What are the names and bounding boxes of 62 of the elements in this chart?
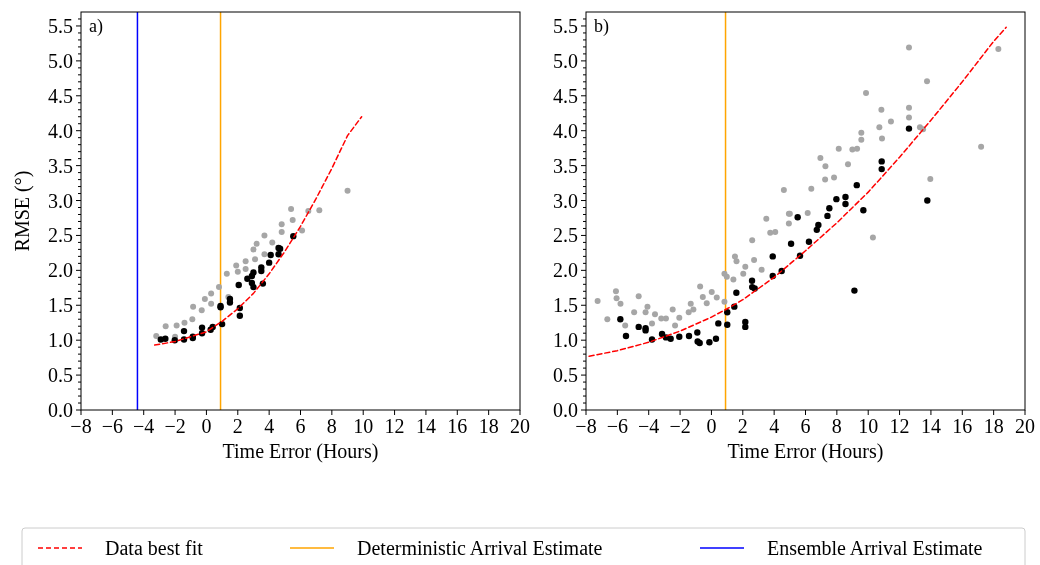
x-tick-label: 4 — [769, 415, 780, 437]
y-tick-label: 5.5 — [553, 14, 578, 37]
y-tick-label: 5.0 — [553, 49, 578, 72]
y-tick-label: 2.5 — [48, 224, 73, 247]
x-tick-label: −2 — [164, 415, 186, 437]
y-tick-label: 2.5 — [553, 224, 578, 247]
y-tick-label: 4.0 — [48, 119, 73, 142]
legend-label: Ensemble Arrival Estimate — [767, 537, 983, 559]
x-tick-label: 10 — [858, 415, 879, 437]
x-tick-label: −6 — [101, 415, 123, 437]
y-tick-label: 1.5 — [48, 294, 73, 317]
x-tick-label: 16 — [952, 415, 973, 437]
y-tick-label: 4.0 — [553, 119, 578, 142]
x-tick-label: 18 — [478, 415, 499, 437]
x-tick-label: 18 — [983, 415, 1004, 437]
y-tick-label: 1.5 — [553, 294, 578, 317]
y-tick-label: 2.0 — [48, 259, 73, 282]
x-tick-label: 6 — [800, 415, 811, 437]
x-tick-label: 14 — [415, 415, 436, 437]
x-tick-label: 0 — [706, 415, 717, 437]
x-tick-label: 0 — [201, 415, 212, 437]
y-tick-label: 4.5 — [48, 84, 73, 107]
legend-label: Deterministic Arrival Estimate — [357, 537, 603, 559]
x-axis-title: Time Error (Hours) — [222, 440, 379, 463]
y-tick-label: 2.0 — [553, 259, 578, 282]
x-tick-label: 14 — [920, 415, 941, 437]
x-tick-label: 12 — [889, 415, 910, 437]
y-tick-label: 5.5 — [48, 14, 73, 37]
chart-title: a) — [89, 16, 103, 37]
y-tick-label: 0.0 — [553, 399, 578, 421]
legend-label: Data best fit — [105, 537, 204, 559]
x-tick-label: 8 — [831, 415, 842, 437]
x-tick-label: 2 — [737, 415, 748, 437]
x-tick-label: −4 — [638, 415, 660, 437]
x-tick-label: 8 — [326, 415, 337, 437]
x-tick-label: 12 — [384, 415, 405, 437]
y-tick-label: 3.0 — [48, 189, 73, 212]
x-tick-label: −6 — [606, 415, 628, 437]
x-tick-label: 10 — [353, 415, 374, 437]
chart-title: b) — [594, 16, 609, 37]
x-tick-label: −4 — [133, 415, 155, 437]
x-tick-label: 20 — [510, 415, 530, 437]
y-tick-label: 3.0 — [553, 189, 578, 212]
x-tick-label: −8 — [575, 415, 597, 437]
y-tick-label: 5.0 — [48, 49, 73, 72]
y-tick-label: 0.5 — [48, 364, 73, 387]
x-tick-label: 16 — [447, 415, 468, 437]
y-tick-label: 1.0 — [48, 329, 73, 352]
x-tick-label: 4 — [264, 415, 275, 437]
x-tick-label: 6 — [295, 415, 306, 437]
x-tick-label: −2 — [669, 415, 691, 437]
y-tick-label: 0.0 — [48, 399, 73, 421]
x-tick-label: 2 — [232, 415, 243, 437]
x-tick-label: 20 — [1015, 415, 1035, 437]
y-tick-label: 0.5 — [553, 364, 578, 387]
y-tick-label: 4.5 — [553, 84, 578, 107]
y-tick-label: 1.0 — [553, 329, 578, 352]
x-axis-title: Time Error (Hours) — [727, 440, 884, 463]
y-tick-label: 3.5 — [48, 154, 73, 177]
x-tick-label: −8 — [70, 415, 92, 437]
y-tick-label: 3.5 — [553, 154, 578, 177]
y-axis-title: RMSE (°) — [11, 170, 34, 252]
